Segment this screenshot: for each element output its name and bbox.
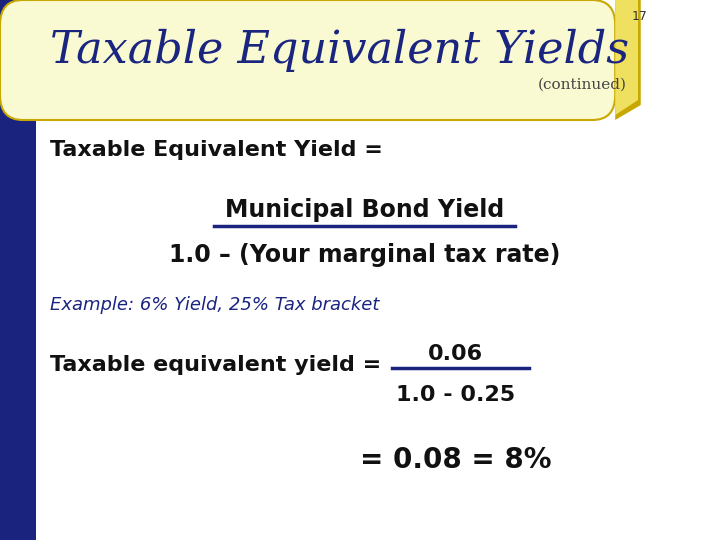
Text: 17: 17 [631,10,647,23]
Text: (continued): (continued) [538,78,627,92]
Text: 1.0 - 0.25: 1.0 - 0.25 [396,385,516,405]
Text: Example: 6% Yield, 25% Tax bracket: Example: 6% Yield, 25% Tax bracket [50,296,379,314]
Bar [0,0,37,540]
Text: Taxable Equivalent Yields: Taxable Equivalent Yields [50,29,629,72]
Text: = 0.08 = 8%: = 0.08 = 8% [360,446,552,474]
Polygon shape [615,0,641,120]
Text: Taxable equivalent yield =: Taxable equivalent yield = [50,355,382,375]
Text: Taxable Equivalent Yield =: Taxable Equivalent Yield = [50,140,383,160]
Text: 1.0 – (Your marginal tax rate): 1.0 – (Your marginal tax rate) [169,243,560,267]
Text: Municipal Bond Yield: Municipal Bond Yield [225,198,504,222]
Text: 0.06: 0.06 [428,344,483,364]
FancyBboxPatch shape [0,0,615,120]
Polygon shape [615,0,638,115]
